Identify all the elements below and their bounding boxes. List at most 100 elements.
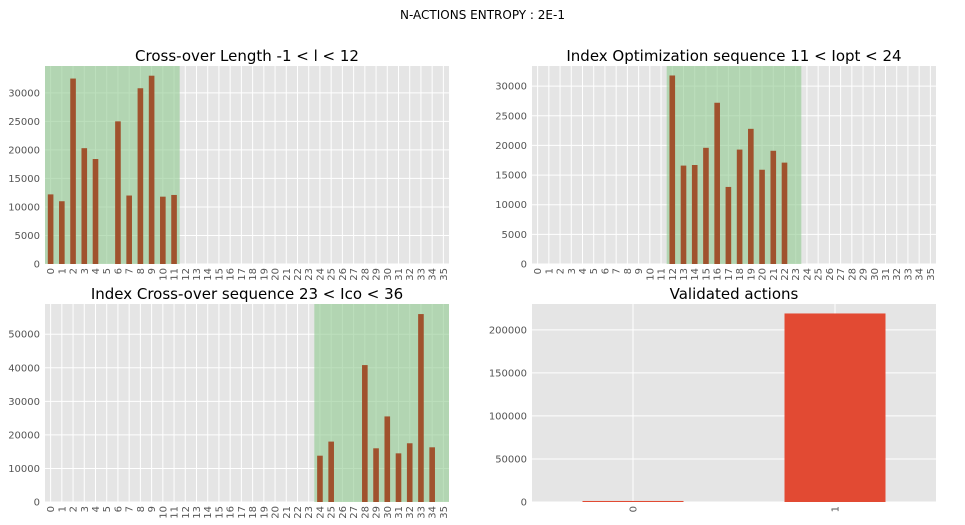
bar — [582, 500, 684, 502]
y-tick-label: 200000 — [489, 325, 527, 336]
x-tick-label: 11 — [657, 268, 668, 281]
x-tick-label: 33 — [903, 268, 914, 281]
x-tick-label: 22 — [293, 506, 304, 519]
x-tick-label: 5 — [102, 268, 113, 274]
x-tick-label: 28 — [360, 506, 371, 519]
x-tick-label: 13 — [192, 506, 203, 519]
x-tick-label: 16 — [226, 506, 237, 519]
x-tick-label: 35 — [439, 268, 450, 281]
bar — [759, 169, 765, 264]
chart-title: Cross-over Length -1 < l < 12 — [135, 47, 359, 65]
x-tick-label: 35 — [926, 268, 937, 281]
x-tick-label: 26 — [338, 268, 349, 281]
x-tick-label: 31 — [881, 268, 892, 281]
x-tick-label: 32 — [892, 268, 903, 281]
highlight-span — [45, 66, 180, 264]
y-tick-label: 0 — [521, 498, 527, 509]
x-tick-label: 17 — [237, 268, 248, 281]
x-tick-label: 25 — [327, 506, 338, 519]
x-tick-label: 3 — [80, 506, 91, 512]
x-tick-label: 1 — [57, 268, 68, 274]
x-tick-label: 29 — [372, 506, 383, 519]
x-tick-label: 23 — [791, 268, 802, 281]
x-tick-label: 34 — [428, 506, 439, 519]
bar — [81, 148, 88, 264]
x-tick-label: 8 — [136, 268, 147, 274]
bar — [137, 88, 144, 264]
y-tick-label: 25000 — [8, 117, 40, 128]
x-tick-label: 18 — [248, 268, 259, 281]
x-tick-label: 21 — [769, 268, 780, 281]
x-tick-label: 12 — [668, 268, 679, 281]
x-tick-label: 24 — [315, 506, 326, 519]
x-tick-label: 5 — [102, 506, 113, 512]
x-tick-label: 6 — [113, 268, 124, 274]
x-tick-label: 0 — [46, 506, 57, 512]
x-tick-label: 25 — [327, 268, 338, 281]
x-tick-label: 3 — [567, 268, 578, 274]
x-tick-label: 26 — [338, 506, 349, 519]
bar — [736, 149, 743, 264]
x-tick-label: 9 — [147, 268, 158, 274]
x-tick-label: 7 — [125, 506, 136, 512]
x-tick-label: 4 — [578, 268, 589, 274]
x-tick-label: 6 — [113, 506, 124, 512]
x-tick-label: 20 — [758, 268, 769, 281]
bar — [59, 201, 65, 264]
y-tick-label: 25000 — [495, 111, 527, 122]
x-tick-label: 18 — [735, 268, 746, 281]
x-tick-label: 20 — [271, 506, 282, 519]
x-tick-label: 11 — [170, 268, 181, 281]
y-tick-label: 30000 — [8, 88, 40, 99]
y-tick-label: 40000 — [8, 363, 40, 374]
x-tick-label: 7 — [612, 268, 623, 274]
x-tick-label: 33 — [416, 506, 427, 519]
x-tick-label: 31 — [394, 506, 405, 519]
x-tick-label: 3 — [80, 268, 91, 274]
x-tick-label: 1 — [831, 506, 842, 512]
chart-title: Index Optimization sequence 11 < Iopt < … — [566, 47, 901, 65]
x-tick-label: 9 — [147, 506, 158, 512]
x-tick-label: 19 — [259, 506, 270, 519]
x-tick-label: 34 — [428, 268, 439, 281]
x-tick-label: 0 — [629, 506, 640, 512]
figure-title: N-ACTIONS ENTROPY : 2E-1 — [400, 8, 565, 22]
x-tick-label: 1 — [57, 506, 68, 512]
y-tick-label: 20000 — [8, 145, 40, 156]
x-tick-label: 23 — [304, 506, 315, 519]
bar — [148, 75, 155, 264]
x-tick-label: 32 — [405, 506, 416, 519]
x-tick-label: 21 — [282, 268, 293, 281]
y-tick-label: 0 — [34, 498, 40, 509]
y-tick-label: 50000 — [495, 454, 527, 465]
x-tick-label: 6 — [600, 268, 611, 274]
bar — [725, 186, 732, 264]
x-tick-label: 0 — [533, 268, 544, 274]
x-tick-label: 30 — [383, 268, 394, 281]
x-tick-label: 34 — [915, 268, 926, 281]
bar — [429, 447, 435, 502]
bar — [770, 150, 777, 264]
y-tick-label: 10000 — [8, 202, 40, 213]
bar — [373, 448, 379, 502]
x-tick-label: 13 — [192, 268, 203, 281]
x-tick-label: 10 — [158, 268, 169, 281]
y-tick-label: 100000 — [489, 411, 527, 422]
x-tick-label: 15 — [701, 268, 712, 281]
x-tick-label: 8 — [623, 268, 634, 274]
x-tick-label: 15 — [214, 506, 225, 519]
x-tick-label: 9 — [634, 268, 645, 274]
y-tick-label: 20000 — [8, 430, 40, 441]
y-tick-label: 20000 — [495, 141, 527, 152]
x-tick-label: 35 — [439, 506, 450, 519]
y-tick-label: 15000 — [8, 174, 40, 185]
y-tick-label: 5000 — [502, 230, 527, 241]
x-tick-label: 23 — [304, 268, 315, 281]
x-tick-label: 10 — [645, 268, 656, 281]
chart-title: Index Cross-over sequence 23 < Ico < 36 — [91, 285, 403, 303]
bar — [47, 194, 54, 264]
bar — [328, 441, 334, 502]
